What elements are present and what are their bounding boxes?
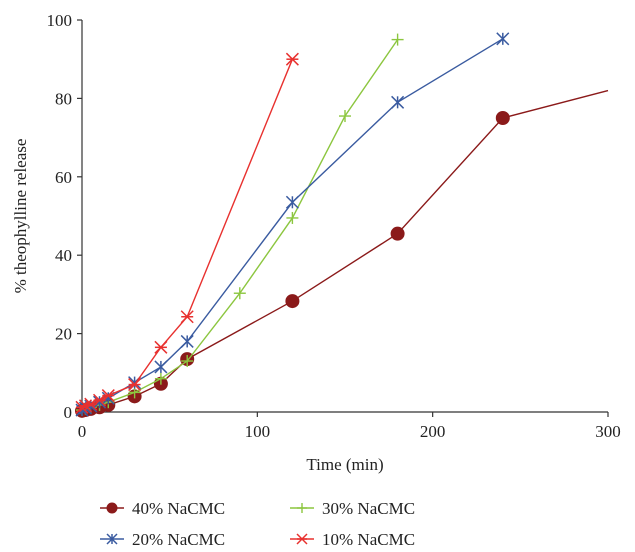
data-point xyxy=(233,287,246,300)
data-point xyxy=(154,360,168,374)
legend-item: 20% NaCMC xyxy=(100,530,225,549)
legend-label: 20% NaCMC xyxy=(132,530,225,549)
data-point xyxy=(297,503,307,513)
series-30-nacmc xyxy=(76,33,404,417)
series-layer xyxy=(75,32,609,418)
legend-label: 10% NaCMC xyxy=(322,530,415,549)
legend: 40% NaCMC 30% NaCMC 20% NaCMC 10% NaCMC xyxy=(100,499,415,549)
data-point xyxy=(391,33,404,46)
data-point xyxy=(390,226,405,241)
x-tick-label: 200 xyxy=(420,422,446,441)
series-line xyxy=(81,38,504,411)
data-point xyxy=(154,372,167,385)
data-point xyxy=(496,32,510,46)
data-point xyxy=(101,389,115,403)
series-10-nacmc xyxy=(75,52,299,414)
x-axis-title: Time (min) xyxy=(306,455,383,474)
data-point xyxy=(75,400,89,414)
legend-item: 10% NaCMC xyxy=(290,530,415,549)
series-40-nacmc xyxy=(75,89,609,418)
data-point xyxy=(106,502,118,514)
plot-area: 0 100 200 300 0 20 40 60 80 100 xyxy=(47,11,621,441)
data-point xyxy=(285,294,300,309)
series-20-nacmc xyxy=(75,32,510,417)
y-ticks: 0 20 40 60 80 100 xyxy=(47,11,82,422)
legend-label: 40% NaCMC xyxy=(132,499,225,518)
y-axis-title: % theophylline release xyxy=(11,139,30,294)
data-point xyxy=(495,111,510,125)
data-point xyxy=(296,533,308,545)
x-tick-label: 300 xyxy=(595,422,621,441)
data-point xyxy=(285,52,299,66)
legend-item: 30% NaCMC xyxy=(290,499,415,518)
y-tick-label: 60 xyxy=(55,168,72,187)
data-point xyxy=(181,355,194,368)
x-tick-label: 100 xyxy=(245,422,271,441)
y-tick-label: 40 xyxy=(55,246,72,265)
x-ticks: 0 100 200 300 xyxy=(78,412,621,441)
data-point xyxy=(128,378,142,392)
data-point xyxy=(180,334,194,348)
y-tick-label: 0 xyxy=(64,403,73,422)
x-tick-label: 0 xyxy=(78,422,87,441)
data-point xyxy=(391,95,405,109)
legend-item: 40% NaCMC xyxy=(100,499,225,518)
series-line xyxy=(81,39,399,411)
data-point xyxy=(339,110,351,123)
y-tick-label: 20 xyxy=(55,325,72,344)
data-point xyxy=(106,533,118,545)
data-point xyxy=(154,340,168,354)
y-tick-label: 80 xyxy=(55,89,72,108)
legend-label: 30% NaCMC xyxy=(322,499,415,518)
data-point xyxy=(285,195,299,209)
data-point xyxy=(286,211,299,224)
y-tick-label: 100 xyxy=(47,11,73,30)
data-point xyxy=(180,310,194,324)
